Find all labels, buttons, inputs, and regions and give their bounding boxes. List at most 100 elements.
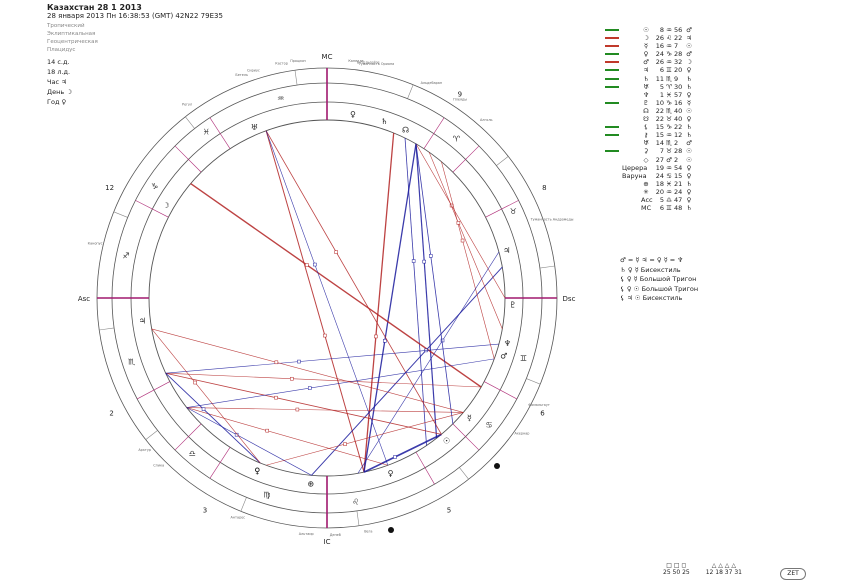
planet-minute: 47 xyxy=(674,195,683,204)
meta-line: Год ♀ xyxy=(47,98,67,106)
planet-row: ☋ 22 ♉ 40 ♀ xyxy=(605,115,694,123)
planet-glyph-icon: ✳ xyxy=(643,187,649,196)
fixed-star-label: Антарес xyxy=(230,516,245,520)
fixed-star-label: Альдебаран xyxy=(421,81,443,85)
fixed-star-label: Канопус xyxy=(88,241,103,245)
planet-mark-icon: ♀ xyxy=(388,469,394,478)
zodiac-sign-icon: ♑ xyxy=(151,182,158,191)
planet-row: ☊ 22 ♏ 40 ☉ xyxy=(605,107,694,115)
mc-label: MC xyxy=(322,53,333,61)
house-cusp-line xyxy=(452,423,480,451)
planet-degree: 24 xyxy=(655,50,664,59)
planet-row: Варуна 24 ♋ 15 ♀ xyxy=(605,172,694,180)
ruler-glyph-icon: ☿ xyxy=(687,98,691,107)
aspect-line xyxy=(363,143,417,473)
planet-mark-icon: ♄ xyxy=(381,117,388,126)
planet-row: ✳ 20 ♒ 24 ♀ xyxy=(605,188,694,196)
aspect-bar xyxy=(605,175,619,177)
ruler-glyph-icon: ♀ xyxy=(686,195,692,204)
ruler-glyph-icon: ♄ xyxy=(686,179,692,188)
planet-glyph-icon: ⚳ xyxy=(643,147,649,156)
aspect-bar xyxy=(605,94,619,96)
planet-row: ♆ 1 ♓ 57 ♀ xyxy=(605,91,694,99)
aspect-line xyxy=(415,143,454,424)
aspect-line xyxy=(165,372,261,464)
aspect-bar xyxy=(605,183,619,185)
sign-glyph-icon: ♒ xyxy=(666,187,672,196)
planet-degree: 15 xyxy=(655,131,664,140)
stat-icons: □ □ ◻ xyxy=(666,562,687,569)
sign-glyph-icon: ♌ xyxy=(666,34,672,43)
ruler-glyph-icon: ☽ xyxy=(686,58,692,67)
aspect-bar xyxy=(605,110,619,112)
zodiac-sign-icon: ♓ xyxy=(203,128,210,137)
planet-minute: 16 xyxy=(674,98,683,107)
ruler-glyph-icon: ♀ xyxy=(686,171,692,180)
aspect-line xyxy=(415,143,438,439)
fixed-star-label: Сириус xyxy=(247,69,260,73)
planet-minute: 56 xyxy=(674,26,683,34)
meta-line: Час ♃ xyxy=(47,78,67,86)
zet-button[interactable]: ZET xyxy=(780,568,806,580)
fixed-star-label: Фомальгаут xyxy=(528,403,550,407)
aspect-configurations: ♂ = ☿ ♃ = ♀ ☿ = ♆ ♄ ♀ ☿ Бисекстиль ⚸ ♀ ☿ Б… xyxy=(620,256,698,304)
planet-minute: 2 xyxy=(674,139,679,148)
config-row: ⚸ ♀ ☿ Большой Тригон xyxy=(620,275,698,285)
fixed-star-label: Ахернар xyxy=(514,432,529,436)
fixed-star-label: Спика xyxy=(153,463,164,467)
meta-line: 18 л.д. xyxy=(47,68,71,76)
house-number: 6 xyxy=(540,410,545,418)
planet-minute: 9 xyxy=(674,74,679,83)
aspect-line xyxy=(186,358,495,408)
sign-divider xyxy=(407,84,414,99)
fixed-star-label: Вега xyxy=(364,529,372,533)
sign-divider xyxy=(539,265,555,269)
ruler-glyph-icon: ♀ xyxy=(686,163,692,172)
sign-glyph-icon: ♉ xyxy=(666,115,672,124)
fixed-star-label: Процион xyxy=(290,59,306,63)
stat-group: △ △ △ △ 12 18 37 31 xyxy=(706,562,742,576)
aspect-bar xyxy=(605,118,619,120)
fixed-star-label: Туманность Андромеды xyxy=(530,218,574,222)
house-cusp-line xyxy=(484,381,517,400)
setting-line: Плацидус xyxy=(47,47,76,53)
ruler-glyph-icon: ♄ xyxy=(686,204,692,213)
sign-glyph-icon: ♒ xyxy=(666,42,672,51)
planet-degree: 22 xyxy=(655,115,664,124)
planet-degree: 19 xyxy=(655,163,664,172)
ruler-glyph-icon: ☉ xyxy=(686,106,692,115)
aspect-marker xyxy=(234,432,239,437)
planet-minute: 28 xyxy=(674,147,683,156)
sign-divider xyxy=(356,510,360,526)
planet-degree: 1 xyxy=(659,90,664,99)
sign-glyph-icon: ♏ xyxy=(666,139,672,148)
aspect-bar xyxy=(605,69,619,72)
aspect-marker xyxy=(307,386,312,390)
planet-minute: 30 xyxy=(674,82,683,91)
planet-glyph-icon: ☊ xyxy=(643,106,649,115)
planet-degree: 22 xyxy=(655,106,664,115)
aspect-marker xyxy=(295,407,300,412)
aspect-marker xyxy=(334,250,338,254)
planet-degree: 26 xyxy=(655,34,664,43)
chart-settings: Тропический Эклиптикальная Геоцентрическая… xyxy=(47,22,98,54)
planet-glyph-icon: ♄ xyxy=(643,74,649,83)
sign-glyph-icon: ♒ xyxy=(666,131,672,140)
aspect-bar xyxy=(605,134,619,137)
aspect-marker xyxy=(393,455,397,459)
aspect-line xyxy=(311,266,503,476)
stat-group: □ □ ◻ 25 50 25 xyxy=(663,562,690,576)
planet-row: ♇ 10 ♑ 16 ☿ xyxy=(605,99,694,107)
planet-mark-icon: ☊ xyxy=(402,125,409,134)
fixed-star-label: Кастор xyxy=(275,61,288,65)
planet-table: ☉ 8 ♒ 56 ♂ ☽ 26 ♌ 22 ♃ ☿ 16 ♒ 7 ☉ ♀ 24 ♑ 28 ♂ ♂ 26 ♒ 32 ☽ ♃ 6 ♊ 20 ♀ ♄… xyxy=(605,26,694,212)
aspect-bar xyxy=(605,159,619,161)
aspect-line xyxy=(363,433,442,473)
planet-glyph-icon: ⚷ xyxy=(643,131,649,140)
aspect-bar xyxy=(605,207,619,209)
planet-row: ⚸ 15 ♑ 22 ♄ xyxy=(605,123,694,131)
config-glyphs: ⚸ ♀ ☉ xyxy=(620,284,640,293)
aspect-line xyxy=(266,412,464,466)
planet-mark-icon: ♀ xyxy=(350,110,356,119)
